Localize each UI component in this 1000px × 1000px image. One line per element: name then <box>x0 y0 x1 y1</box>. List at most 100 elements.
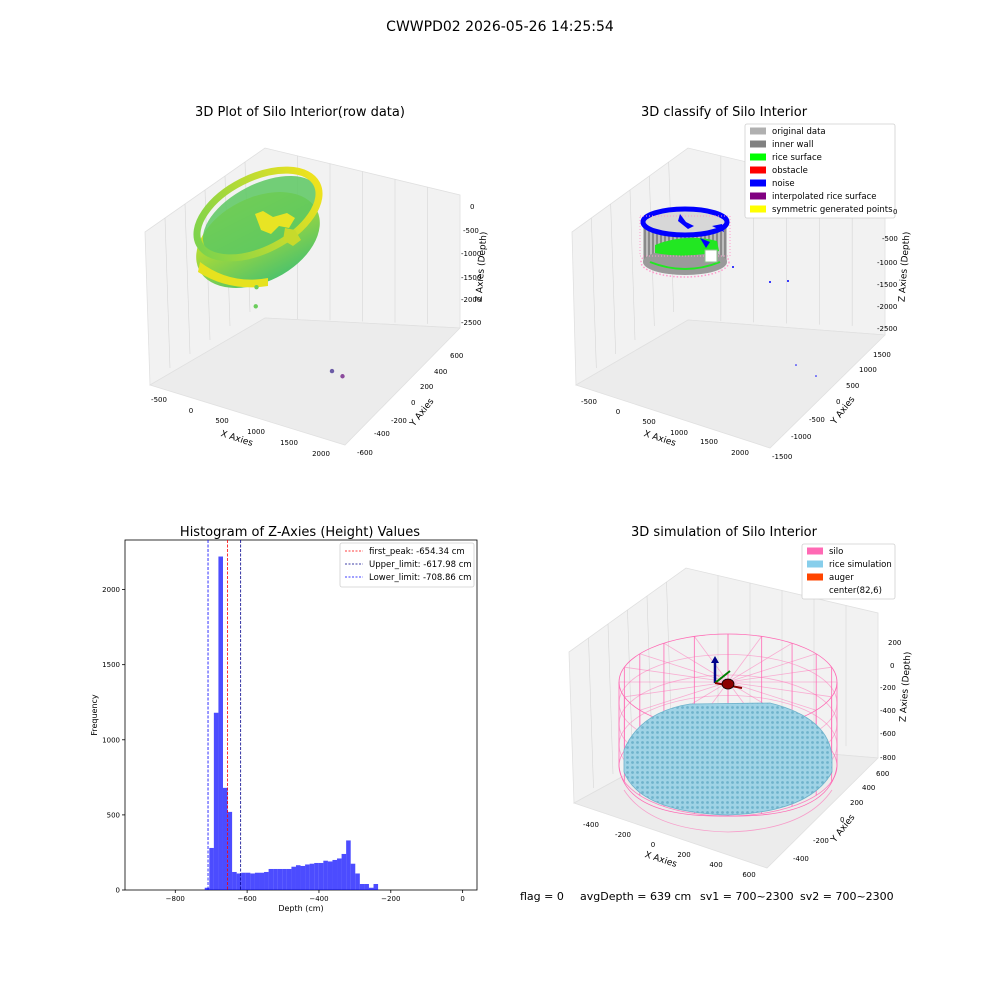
histogram-bar <box>318 862 324 890</box>
y-tick: -600 <box>357 449 373 457</box>
avg-depth-readout: avgDepth = 639 cm <box>580 890 691 903</box>
gridline <box>666 581 672 733</box>
histogram-bar <box>218 556 223 890</box>
auger-body <box>721 678 735 690</box>
legend-label: Lower_limit: -708.86 cm <box>369 573 471 583</box>
x-tick: 1500 <box>700 438 718 446</box>
legend-label: obstacle <box>772 166 808 176</box>
z-tick: -1000 <box>877 259 897 267</box>
gridline <box>588 637 594 789</box>
histogram-bar <box>241 872 246 890</box>
y-tick-label: 1000 <box>102 736 120 744</box>
legend-frame <box>339 542 475 588</box>
auger-y-arrow <box>714 670 731 684</box>
histogram-bar <box>213 712 219 890</box>
x-tick: 1500 <box>280 439 298 447</box>
x-tick: -200 <box>615 831 631 839</box>
silo-wire <box>727 636 763 683</box>
panel-1-z-ticks: 0 -500 -1000 -1500 -2000 -2500 <box>461 203 481 327</box>
noise-point <box>815 375 817 377</box>
gridline <box>610 203 616 355</box>
legend-swatch <box>750 127 766 135</box>
panel-1-outliers <box>253 284 345 379</box>
histogram-bar <box>236 873 242 890</box>
x-tick: -400 <box>583 821 599 829</box>
x-tick: 0 <box>616 408 620 416</box>
z-tick: -400 <box>880 707 896 715</box>
z-tick: -200 <box>880 684 896 692</box>
panel-2-y-ticks: -1500 -1000 -500 0 500 1000 1500 <box>772 351 891 461</box>
histogram-bar <box>259 872 265 890</box>
panel-2-noise-points <box>732 266 817 377</box>
legend-swatch <box>750 140 766 148</box>
y-tick: -400 <box>793 855 809 863</box>
silo-wire <box>727 653 817 683</box>
x-tick: 500 <box>215 417 228 425</box>
histogram-bar <box>295 865 301 890</box>
z-tick: 0 <box>470 203 474 211</box>
silo-wire <box>727 681 817 711</box>
histogram-bar <box>273 868 278 890</box>
y-tick: -1000 <box>791 433 811 441</box>
legend-label: inner wall <box>772 140 813 150</box>
histogram-bar <box>341 853 347 890</box>
histogram-bar <box>250 873 255 890</box>
z-tick: -500 <box>882 235 898 243</box>
arrow-head-icon <box>711 656 719 663</box>
x-tick: 0 <box>651 841 655 849</box>
panel-3-xlabel: Depth (cm) <box>278 904 323 913</box>
y-tick: 0 <box>836 398 840 406</box>
x-tick: 1000 <box>670 429 688 437</box>
outlier-point <box>340 374 345 379</box>
z-tick: -1500 <box>461 274 481 282</box>
histogram-x-ticks: −800 −600 −400 −200 0 <box>166 890 465 903</box>
panel-classify: 3D classify of Silo Interior <box>571 105 912 461</box>
legend-frame <box>744 123 896 219</box>
gridline <box>184 203 191 355</box>
noise-point <box>769 281 771 283</box>
legend-swatch <box>807 573 823 581</box>
z-tick: -2000 <box>461 296 481 304</box>
sv2-readout: sv2 = 700~2300 <box>800 890 894 903</box>
panel-4-z-ticks: 200 0 -200 -400 -600 -800 <box>880 639 901 762</box>
legend-label: symmetric generated points <box>772 205 893 215</box>
histogram-bar <box>350 863 356 890</box>
outlier-point <box>254 284 259 290</box>
histogram-bar <box>204 887 210 890</box>
z-tick: -600 <box>880 730 896 738</box>
panel-2-title: 3D classify of Silo Interior <box>641 105 808 120</box>
histogram-bar <box>323 860 328 890</box>
x-tick-label: −600 <box>238 895 257 903</box>
y-tick: -400 <box>374 430 390 438</box>
y-tick-label: 2000 <box>102 586 120 594</box>
y-tick: -200 <box>813 837 829 845</box>
gridline <box>627 609 633 761</box>
panel-1-point-cloud <box>193 166 323 288</box>
x-tick: 400 <box>709 861 722 869</box>
z-tick: 0 <box>890 662 894 670</box>
legend-label: first_peak: -654.34 cm <box>369 547 465 557</box>
silo-wire <box>639 681 729 711</box>
legend-label: center(82,6) <box>829 586 882 596</box>
flag-readout: flag = 0 <box>520 890 564 903</box>
outlier-point <box>329 368 335 374</box>
y-tick-label: 1500 <box>102 661 120 669</box>
legend-label: rice simulation <box>829 560 892 570</box>
histogram-bar <box>291 866 296 890</box>
gridline <box>591 217 597 369</box>
panel-3-legend: first_peak: -654.34 cm Upper_limit: -617.… <box>339 542 475 588</box>
legend-label: Upper_limit: -617.98 cm <box>369 560 472 570</box>
histogram-bar <box>314 862 319 890</box>
panel-3-plot-area <box>124 539 478 891</box>
histogram-bar <box>305 864 310 890</box>
x-tick: 0 <box>189 407 193 415</box>
figure-suptitle: CWWPD02 2026-05-26 14:25:54 <box>386 19 614 35</box>
y-tick: 0 <box>840 816 844 824</box>
legend-swatch <box>750 205 766 213</box>
panel-4-rice-surface <box>623 702 833 816</box>
histogram-y-ticks: 0 500 1000 1500 2000 <box>102 586 125 895</box>
z-tick: -1000 <box>461 250 481 258</box>
panel-4-title: 3D simulation of Silo Interior <box>631 525 818 540</box>
status-footer: flag = 0 avgDepth = 639 cm sv1 = 700~230… <box>520 890 894 903</box>
y-tick: 500 <box>846 382 859 390</box>
